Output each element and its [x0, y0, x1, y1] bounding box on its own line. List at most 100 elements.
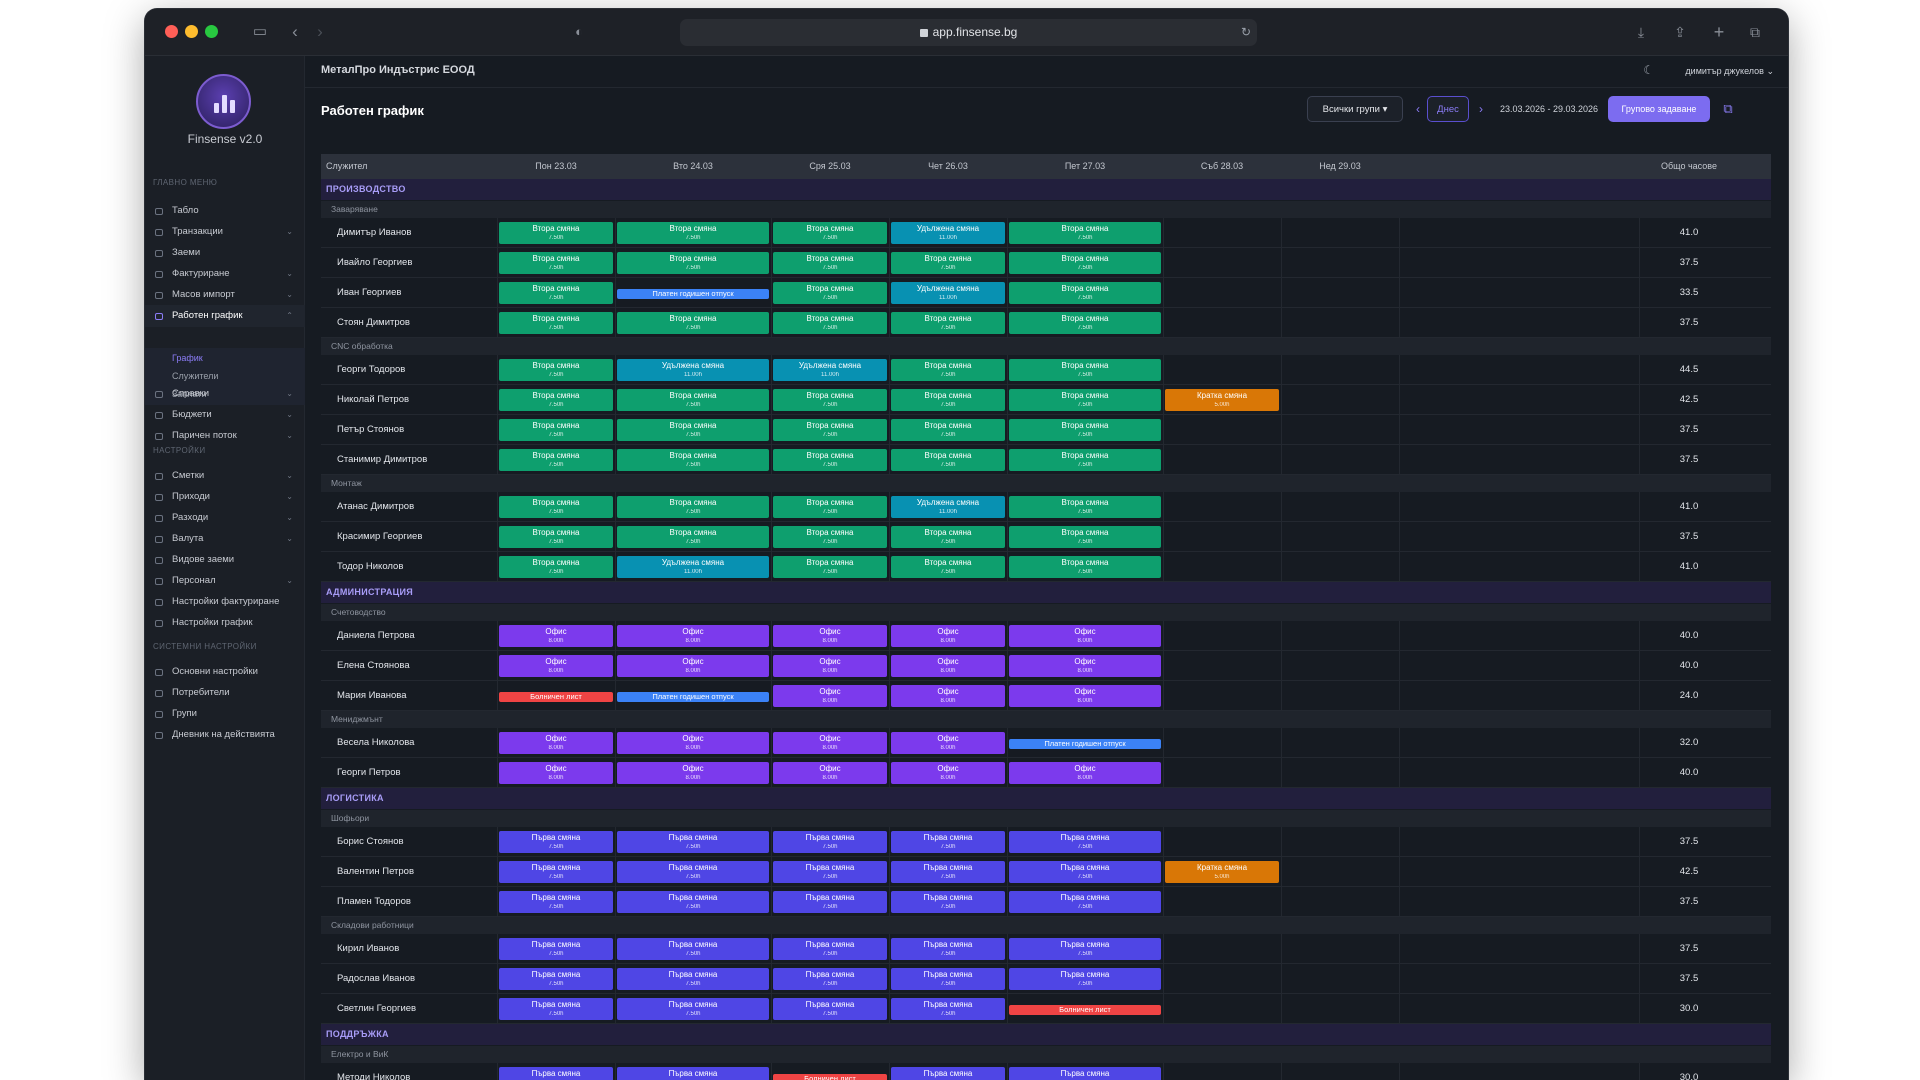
- shift-cell[interactable]: Втора смяна 7.50h: [773, 419, 887, 441]
- shift-cell[interactable]: Офис 8.00h: [617, 762, 769, 784]
- employee-name[interactable]: Красимир Георгиев: [337, 531, 423, 542]
- sidebar-item-main-0[interactable]: Табло: [145, 200, 305, 222]
- maximize-window-button[interactable]: [205, 25, 218, 38]
- shift-cell[interactable]: Втора смяна 7.50h: [1009, 449, 1161, 471]
- reload-icon[interactable]: ↻: [1240, 25, 1251, 39]
- shift-cell[interactable]: Втора смяна 7.50h: [499, 389, 613, 411]
- shift-cell[interactable]: Кратка смяна 5.00h: [1165, 861, 1279, 883]
- employee-name[interactable]: Даниела Петрова: [337, 630, 415, 641]
- shift-cell[interactable]: Удължена смяна 11.00h: [617, 359, 769, 381]
- shift-cell[interactable]: Втора смяна 7.50h: [773, 526, 887, 548]
- theme-toggle-icon[interactable]: ☾: [1643, 63, 1654, 77]
- shift-cell[interactable]: Втора смяна 7.50h: [1009, 419, 1161, 441]
- minimize-window-button[interactable]: [185, 25, 198, 38]
- shift-cell[interactable]: Втора смяна 7.50h: [891, 312, 1005, 334]
- user-menu[interactable]: димитър джукелов ⌄: [1685, 66, 1774, 77]
- prev-week-icon[interactable]: ‹: [1416, 102, 1420, 116]
- shift-cell[interactable]: Втора смяна 7.50h: [1009, 252, 1161, 274]
- today-button[interactable]: Днес: [1427, 96, 1469, 122]
- shift-cell[interactable]: Офис 8.00h: [773, 655, 887, 677]
- shift-cell[interactable]: Офис 8.00h: [499, 625, 613, 647]
- shift-cell[interactable]: Втора смяна 7.50h: [499, 252, 613, 274]
- shift-cell[interactable]: Втора смяна 7.50h: [773, 222, 887, 244]
- shift-cell[interactable]: Втора смяна 7.50h: [1009, 389, 1161, 411]
- shift-cell[interactable]: Втора смяна 7.50h: [891, 389, 1005, 411]
- shift-cell[interactable]: Втора смяна 7.50h: [499, 419, 613, 441]
- shift-cell[interactable]: Втора смяна 7.50h: [773, 496, 887, 518]
- shift-cell[interactable]: Втора смяна 7.50h: [499, 449, 613, 471]
- shift-cell[interactable]: Втора смяна 7.50h: [617, 419, 769, 441]
- employee-name[interactable]: Методи Николов: [337, 1072, 411, 1080]
- employee-name[interactable]: Мария Иванова: [337, 690, 407, 701]
- sidebar-item-main-2[interactable]: Заеми: [145, 242, 305, 264]
- shift-cell[interactable]: Втора смяна 7.50h: [1009, 312, 1161, 334]
- shift-cell[interactable]: Втора смяна 7.50h: [499, 312, 613, 334]
- employee-name[interactable]: Николай Петров: [337, 394, 410, 405]
- employee-name[interactable]: Ивайло Георгиев: [337, 257, 413, 268]
- employee-name[interactable]: Атанас Димитров: [337, 501, 415, 512]
- copy-icon[interactable]: ⧉: [1723, 101, 1733, 116]
- shift-cell[interactable]: Болничен лист: [1009, 1005, 1161, 1015]
- shift-cell[interactable]: Втора смяна 7.50h: [617, 526, 769, 548]
- forward-icon[interactable]: ›: [317, 22, 323, 41]
- sidebar-item-settings-7[interactable]: Настройки график: [145, 612, 305, 634]
- shift-cell[interactable]: Втора смяна 7.50h: [1009, 282, 1161, 304]
- employee-name[interactable]: Весела Николова: [337, 737, 415, 748]
- shift-cell[interactable]: Втора смяна 7.50h: [499, 556, 613, 578]
- sidebar-item-main-6[interactable]: Справки ⌄: [145, 383, 305, 405]
- employee-name[interactable]: Иван Георгиев: [337, 287, 402, 298]
- new-tab-icon[interactable]: +: [1713, 22, 1725, 42]
- close-window-button[interactable]: [165, 25, 178, 38]
- shift-cell[interactable]: Офис 8.00h: [1009, 655, 1161, 677]
- shift-cell[interactable]: Втора смяна 7.50h: [773, 556, 887, 578]
- tabs-overview-icon[interactable]: ⧉: [1750, 24, 1760, 40]
- shield-icon[interactable]: ◐: [575, 24, 583, 39]
- sidebar-item-system-1[interactable]: Потребители: [145, 682, 305, 704]
- back-icon[interactable]: ‹: [292, 22, 298, 41]
- employee-name[interactable]: Елена Стоянова: [337, 660, 410, 671]
- shift-cell[interactable]: Втора смяна 7.50h: [617, 496, 769, 518]
- shift-cell[interactable]: Офис 8.00h: [891, 732, 1005, 754]
- shift-cell[interactable]: Офис 8.00h: [891, 762, 1005, 784]
- employee-name[interactable]: Димитър Иванов: [337, 227, 412, 238]
- employee-name[interactable]: Борис Стоянов: [337, 836, 404, 847]
- shift-cell[interactable]: Втора смяна 7.50h: [1009, 496, 1161, 518]
- group-filter-select[interactable]: Всички групи ▾: [1307, 96, 1403, 122]
- employee-name[interactable]: Станимир Димитров: [337, 454, 428, 465]
- employee-name[interactable]: Кирил Иванов: [337, 943, 400, 954]
- shift-cell[interactable]: Втора смяна 7.50h: [617, 312, 769, 334]
- shift-cell[interactable]: Втора смяна 7.50h: [891, 449, 1005, 471]
- sidebar-item-main-4[interactable]: Масов импорт ⌄: [145, 284, 305, 306]
- shift-cell[interactable]: Втора смяна 7.50h: [1009, 526, 1161, 548]
- sidebar-item-main-5[interactable]: Работен график ⌃: [145, 305, 305, 327]
- address-bar[interactable]: app.finsense.bg ↻: [680, 19, 1257, 46]
- shift-cell[interactable]: Втора смяна 7.50h: [499, 496, 613, 518]
- shift-cell[interactable]: Удължена смяна 11.00h: [773, 359, 887, 381]
- shift-cell[interactable]: Болничен лист: [773, 1074, 887, 1080]
- shift-cell[interactable]: Втора смяна 7.50h: [499, 359, 613, 381]
- shift-cell[interactable]: Офис 8.00h: [1009, 685, 1161, 707]
- shift-cell[interactable]: Втора смяна 7.50h: [773, 312, 887, 334]
- sidebar-item-settings-6[interactable]: Настройки фактуриране: [145, 591, 305, 613]
- shift-cell[interactable]: Офис 8.00h: [773, 762, 887, 784]
- sidebar-toggle-icon[interactable]: ▭: [252, 23, 268, 40]
- shift-cell[interactable]: Офис 8.00h: [617, 655, 769, 677]
- shift-cell[interactable]: Удължена смяна 11.00h: [617, 556, 769, 578]
